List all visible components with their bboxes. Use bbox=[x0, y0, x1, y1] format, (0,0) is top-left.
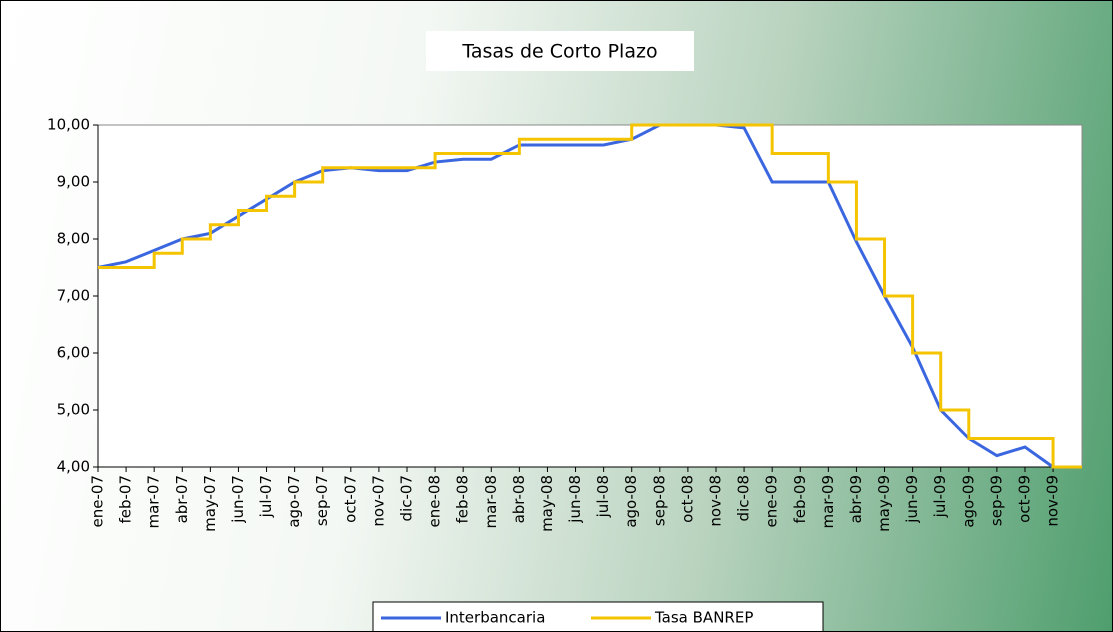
x-tick-label: jun-07 bbox=[229, 475, 247, 524]
y-tick-label: 5,00 bbox=[57, 401, 90, 419]
x-tick-label: sep-08 bbox=[650, 475, 668, 526]
line-series bbox=[97, 123, 1054, 469]
x-tick-label: jun-08 bbox=[566, 475, 584, 524]
title-box bbox=[426, 31, 694, 71]
x-tick-label: sep-09 bbox=[987, 475, 1005, 526]
x-tick-label: ago-09 bbox=[959, 475, 977, 528]
y-tick-label: 8,00 bbox=[57, 230, 90, 248]
x-tick-label: feb-08 bbox=[454, 475, 472, 524]
x-tick-label: may-09 bbox=[875, 475, 893, 532]
legend-label: Tasa BANREP bbox=[654, 609, 753, 627]
line-series bbox=[98, 123, 1082, 469]
y-tick-label: 10,00 bbox=[47, 116, 90, 134]
x-tick-label: ene-07 bbox=[89, 475, 107, 527]
x-tick-label: oct-09 bbox=[1015, 475, 1033, 523]
x-tick-label: feb-09 bbox=[791, 475, 809, 524]
x-tick-label: jul-09 bbox=[931, 475, 949, 518]
x-tick-label: sep-07 bbox=[313, 475, 331, 526]
y-tick-label: 7,00 bbox=[57, 287, 90, 305]
x-tick-label: jul-07 bbox=[257, 475, 275, 518]
y-tick-label: 9,00 bbox=[57, 173, 90, 191]
x-tick-label: mar-08 bbox=[482, 475, 500, 529]
x-tick-label: abr-07 bbox=[173, 475, 191, 523]
x-tick-label: ene-09 bbox=[763, 475, 781, 527]
x-tick-label: mar-09 bbox=[819, 475, 837, 529]
chart-title: Tasas de Corto Plazo bbox=[461, 41, 657, 63]
x-tick-label: ago-08 bbox=[622, 475, 640, 528]
x-tick-label: jul-08 bbox=[594, 475, 612, 518]
x-tick-label: nov-08 bbox=[706, 475, 724, 527]
x-tick-label: dic-07 bbox=[397, 475, 415, 521]
x-tick-label: feb-07 bbox=[117, 475, 135, 524]
y-tick-label: 6,00 bbox=[57, 344, 90, 362]
x-tick-label: nov-09 bbox=[1044, 475, 1062, 527]
x-tick-label: jun-09 bbox=[903, 475, 921, 524]
y-tick-label: 4,00 bbox=[57, 458, 90, 476]
x-tick-label: ago-07 bbox=[285, 475, 303, 528]
x-tick-label: oct-07 bbox=[341, 475, 359, 523]
x-tick-label: mar-07 bbox=[145, 475, 163, 529]
x-tick-label: dic-08 bbox=[735, 475, 753, 521]
x-tick-label: oct-08 bbox=[678, 475, 696, 523]
x-tick-label: may-07 bbox=[201, 475, 219, 532]
x-tick-label: ene-08 bbox=[426, 475, 444, 527]
legend-label: Interbancaria bbox=[445, 609, 545, 627]
x-tick-label: may-08 bbox=[538, 475, 556, 532]
plot-area bbox=[97, 124, 1083, 468]
x-tick-label: abr-08 bbox=[510, 475, 528, 523]
x-tick-label: nov-07 bbox=[369, 475, 387, 527]
x-tick-label: abr-09 bbox=[847, 475, 865, 523]
